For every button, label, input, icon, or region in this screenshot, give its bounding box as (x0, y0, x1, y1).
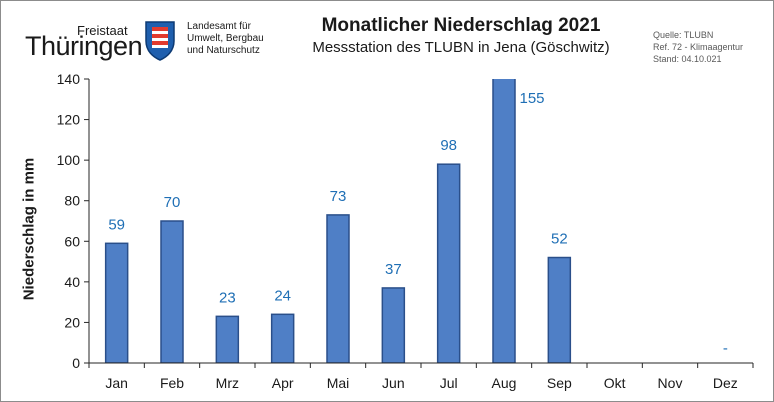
x-tick-label: Jun (382, 375, 405, 391)
logo-agency-text: Landesamt für Umwelt, Bergbau und Naturs… (187, 21, 264, 57)
y-tick-label: 0 (72, 355, 80, 371)
x-tick-label: Apr (272, 375, 294, 391)
x-tick-label: Jan (105, 375, 128, 391)
data-label-jun: 37 (385, 261, 402, 278)
reference-line: Ref. 72 - Klimaagentur (653, 42, 744, 52)
bar-mai (326, 214, 350, 363)
y-tick-label: 140 (57, 71, 81, 87)
source-line: Quelle: TLUBN (653, 30, 714, 40)
x-tick-label: Aug (492, 375, 517, 391)
bar-apr (270, 313, 295, 363)
chart-title: Monatlicher Niederschlag 2021 (321, 15, 601, 36)
x-tick-label: Okt (604, 375, 626, 391)
x-tick-label: Feb (160, 375, 184, 391)
y-tick-label: 40 (64, 274, 80, 290)
logo-agency-line-1: Landesamt für (187, 21, 251, 32)
chart-subtitle: Messstation des TLUBN in Jena (Göschwitz… (312, 39, 610, 56)
x-tick-label: Jul (440, 375, 458, 391)
x-tick-label: Dez (713, 375, 738, 391)
data-label-apr: 24 (274, 287, 291, 304)
y-tick-label: 60 (64, 233, 80, 249)
logo-freistaat-text: Freistaat (77, 23, 128, 38)
bar-jun (381, 287, 406, 363)
bar-feb (160, 220, 184, 363)
bar-mrz (215, 315, 240, 363)
logo-agency-line-3: und Naturschutz (187, 45, 260, 56)
bar-jan (104, 242, 129, 363)
y-tick-label: 100 (57, 152, 81, 168)
data-label-aug: 155 (519, 90, 544, 107)
y-tick-label: 20 (64, 314, 80, 330)
data-label-feb: 70 (164, 194, 181, 211)
logo-thueringen-text: Thüringen (25, 31, 143, 61)
data-label-jul: 98 (440, 137, 457, 154)
coat-of-arms-icon (145, 21, 175, 61)
x-tick-label: Mrz (216, 375, 239, 391)
x-tick-label: Sep (547, 375, 572, 391)
y-tick-label: 120 (57, 112, 81, 128)
bar-jul (436, 163, 461, 363)
data-label-mrz: 23 (219, 289, 236, 306)
data-label-dez: - (723, 340, 728, 357)
source-info: Quelle: TLUBN Ref. 72 - Klimaagentur Sta… (653, 29, 743, 65)
chart-title-block: Monatlicher Niederschlag 2021 Messstatio… (271, 15, 651, 56)
data-label-mai: 73 (330, 188, 347, 205)
date-line: Stand: 04.10.021 (653, 54, 722, 64)
y-tick-label: 80 (64, 193, 80, 209)
x-tick-label: Nov (658, 375, 683, 391)
bar-sep (547, 256, 572, 363)
bar-aug (492, 79, 516, 363)
data-label-jan: 59 (108, 216, 125, 233)
logo-agency-line-2: Umwelt, Bergbau (187, 33, 264, 44)
data-label-sep: 52 (551, 231, 568, 248)
x-tick-label: Mai (327, 375, 350, 391)
